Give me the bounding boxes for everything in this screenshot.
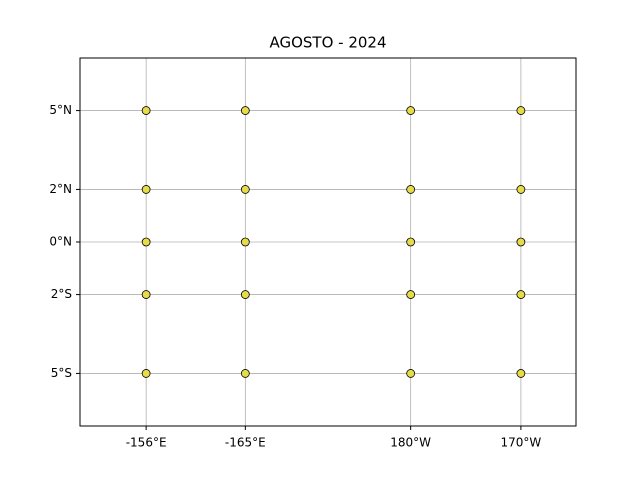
y-tick-label: 0°N [49, 235, 72, 249]
point [141, 106, 151, 115]
point [516, 185, 526, 194]
point [516, 106, 526, 115]
plot-frame [79, 57, 577, 427]
point [240, 185, 250, 194]
chart-title: AGOSTO - 2024 [269, 34, 386, 52]
point [240, 237, 250, 247]
y-tick-label: 2°N [49, 182, 72, 196]
point [141, 237, 151, 247]
x-tick-label: -156°E [126, 436, 167, 450]
point [406, 237, 416, 247]
point [406, 185, 416, 194]
point [141, 290, 151, 299]
point [516, 290, 526, 299]
x-tick-label: -165°E [225, 436, 266, 450]
y-tick-label: 5°S [51, 366, 72, 380]
point [240, 106, 250, 115]
x-tick-label: 180°W [390, 436, 431, 450]
point [406, 369, 416, 378]
y-tick-label: 2°S [51, 287, 72, 301]
y-tick-label: 5°N [49, 103, 72, 117]
point [406, 290, 416, 299]
point [406, 106, 416, 115]
point [141, 185, 151, 194]
point [240, 290, 250, 299]
x-tick-label: 170°W [500, 436, 541, 450]
point [516, 237, 526, 247]
point [240, 369, 250, 378]
point [141, 369, 151, 378]
point [516, 369, 526, 378]
